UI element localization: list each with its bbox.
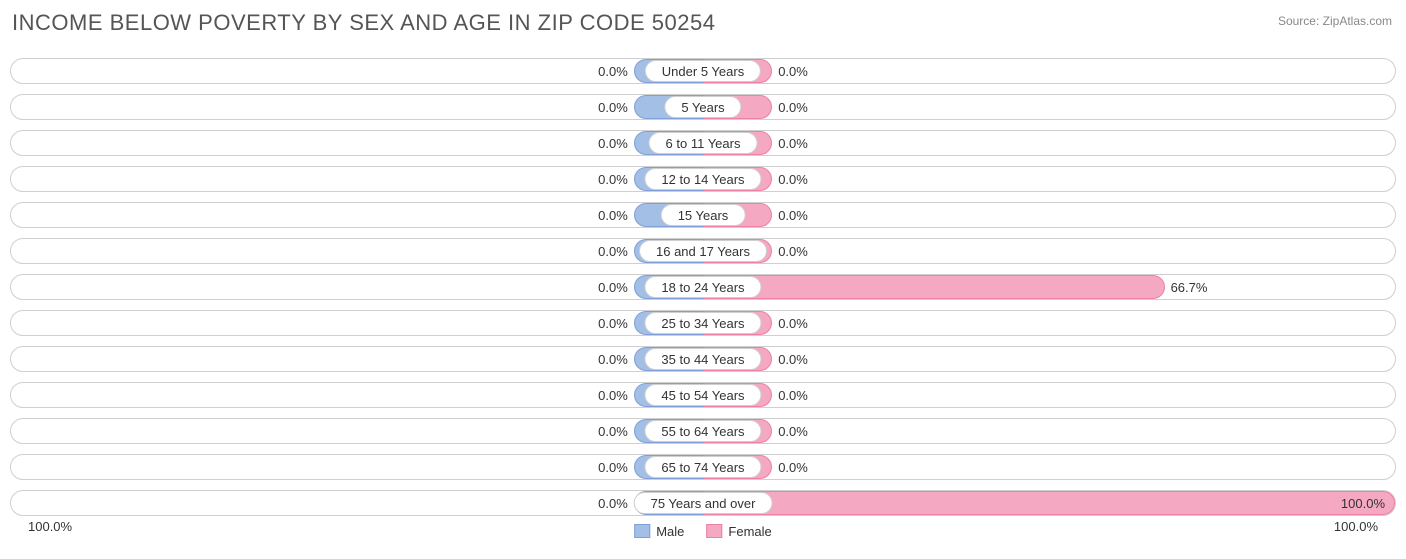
male-value: 0.0%	[598, 59, 628, 83]
row-track: 65 to 74 Years 0.0% 0.0%	[10, 454, 1396, 480]
female-value: 66.7%	[1171, 275, 1208, 299]
axis-right-label: 100.0%	[1334, 519, 1378, 534]
chart-area: Under 5 Years0.0%0.0%5 Years0.0%0.0%6 to…	[10, 54, 1396, 519]
chart-row: 55 to 64 Years 0.0% 0.0%	[10, 414, 1396, 449]
female-bar	[703, 275, 1165, 299]
chart-row: 25 to 34 Years 0.0% 0.0%	[10, 306, 1396, 341]
chart-row: 15 Years 0.0% 0.0%	[10, 198, 1396, 233]
chart-row: 18 to 24 Years 0.0% 66.7%	[10, 270, 1396, 305]
chart-row: 5 Years 0.0% 0.0%	[10, 90, 1396, 125]
male-value: 0.0%	[598, 419, 628, 443]
row-track: 12 to 14 Years 0.0% 0.0%	[10, 166, 1396, 192]
legend-female-label: Female	[728, 524, 771, 539]
female-value: 0.0%	[778, 347, 808, 371]
age-category-label: 65 to 74 Years	[644, 456, 761, 478]
male-value: 0.0%	[598, 131, 628, 155]
female-value: 0.0%	[778, 239, 808, 263]
male-value: 0.0%	[598, 203, 628, 227]
male-value: 0.0%	[598, 167, 628, 191]
chart-row: 65 to 74 Years 0.0% 0.0%	[10, 450, 1396, 485]
row-track: 55 to 64 Years 0.0% 0.0%	[10, 418, 1396, 444]
female-value: 0.0%	[778, 131, 808, 155]
row-track: 75 Years and over 0.0% 100.0%	[10, 490, 1396, 516]
male-value: 0.0%	[598, 383, 628, 407]
female-value: 0.0%	[778, 383, 808, 407]
age-category-label: 15 Years	[661, 204, 746, 226]
age-category-label: 5 Years	[664, 96, 741, 118]
row-track: 6 to 11 Years 0.0% 0.0%	[10, 130, 1396, 156]
row-track: Under 5 Years 0.0% 0.0%	[10, 58, 1396, 84]
age-category-label: 12 to 14 Years	[644, 168, 761, 190]
chart-row: 6 to 11 Years 0.0% 0.0%	[10, 126, 1396, 161]
chart-row: 16 and 17 Years 0.0% 0.0%	[10, 234, 1396, 269]
age-category-label: 75 Years and over	[634, 492, 773, 514]
legend: Male Female	[634, 524, 772, 539]
female-value: 100.0%	[1341, 491, 1385, 515]
row-track: 16 and 17 Years 0.0% 0.0%	[10, 238, 1396, 264]
male-value: 0.0%	[598, 95, 628, 119]
age-category-label: 45 to 54 Years	[644, 384, 761, 406]
legend-male-label: Male	[656, 524, 684, 539]
female-value: 0.0%	[778, 455, 808, 479]
age-category-label: 16 and 17 Years	[639, 240, 767, 262]
female-swatch-icon	[706, 524, 722, 538]
female-value: 0.0%	[778, 95, 808, 119]
chart-title: INCOME BELOW POVERTY BY SEX AND AGE IN Z…	[12, 10, 715, 36]
chart-row: 45 to 54 Years 0.0% 0.0%	[10, 378, 1396, 413]
row-track: 5 Years 0.0% 0.0%	[10, 94, 1396, 120]
female-bar	[703, 491, 1395, 515]
row-track: 18 to 24 Years 0.0% 66.7%	[10, 274, 1396, 300]
row-track: 15 Years 0.0% 0.0%	[10, 202, 1396, 228]
female-value: 0.0%	[778, 59, 808, 83]
male-value: 0.0%	[598, 491, 628, 515]
female-value: 0.0%	[778, 419, 808, 443]
age-category-label: 25 to 34 Years	[644, 312, 761, 334]
male-value: 0.0%	[598, 275, 628, 299]
row-track: 25 to 34 Years 0.0% 0.0%	[10, 310, 1396, 336]
source-attribution: Source: ZipAtlas.com	[1278, 14, 1392, 28]
chart-row: 35 to 44 Years 0.0% 0.0%	[10, 342, 1396, 377]
chart-row: 12 to 14 Years 0.0% 0.0%	[10, 162, 1396, 197]
male-value: 0.0%	[598, 455, 628, 479]
male-value: 0.0%	[598, 239, 628, 263]
age-category-label: 6 to 11 Years	[649, 132, 758, 154]
row-track: 35 to 44 Years 0.0% 0.0%	[10, 346, 1396, 372]
male-value: 0.0%	[598, 347, 628, 371]
male-value: 0.0%	[598, 311, 628, 335]
female-value: 0.0%	[778, 167, 808, 191]
male-swatch-icon	[634, 524, 650, 538]
female-value: 0.0%	[778, 311, 808, 335]
age-category-label: 18 to 24 Years	[644, 276, 761, 298]
age-category-label: 55 to 64 Years	[644, 420, 761, 442]
age-category-label: 35 to 44 Years	[644, 348, 761, 370]
axis-left-label: 100.0%	[28, 519, 72, 534]
female-value: 0.0%	[778, 203, 808, 227]
legend-female: Female	[706, 524, 771, 539]
age-category-label: Under 5 Years	[645, 60, 761, 82]
legend-male: Male	[634, 524, 684, 539]
row-track: 45 to 54 Years 0.0% 0.0%	[10, 382, 1396, 408]
chart-row: 75 Years and over 0.0% 100.0%	[10, 486, 1396, 521]
chart-row: Under 5 Years 0.0% 0.0%	[10, 54, 1396, 89]
